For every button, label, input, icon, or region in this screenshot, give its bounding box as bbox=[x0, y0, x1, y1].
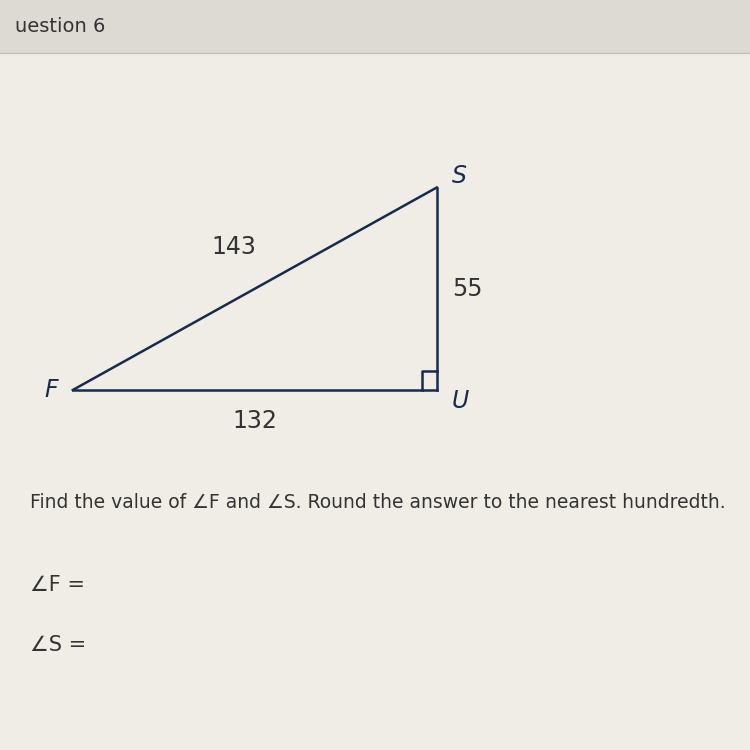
Text: F: F bbox=[44, 378, 58, 402]
Text: U: U bbox=[452, 389, 470, 413]
Text: Find the value of ∠F and ∠S. Round the answer to the nearest hundredth.: Find the value of ∠F and ∠S. Round the a… bbox=[30, 493, 726, 512]
Text: S: S bbox=[452, 164, 467, 188]
Text: 143: 143 bbox=[211, 235, 256, 259]
Text: 55: 55 bbox=[452, 277, 482, 301]
Text: ∠F =: ∠F = bbox=[30, 575, 86, 595]
Text: uestion 6: uestion 6 bbox=[15, 16, 105, 36]
Text: 132: 132 bbox=[232, 409, 278, 433]
Text: ∠S =: ∠S = bbox=[30, 635, 86, 655]
